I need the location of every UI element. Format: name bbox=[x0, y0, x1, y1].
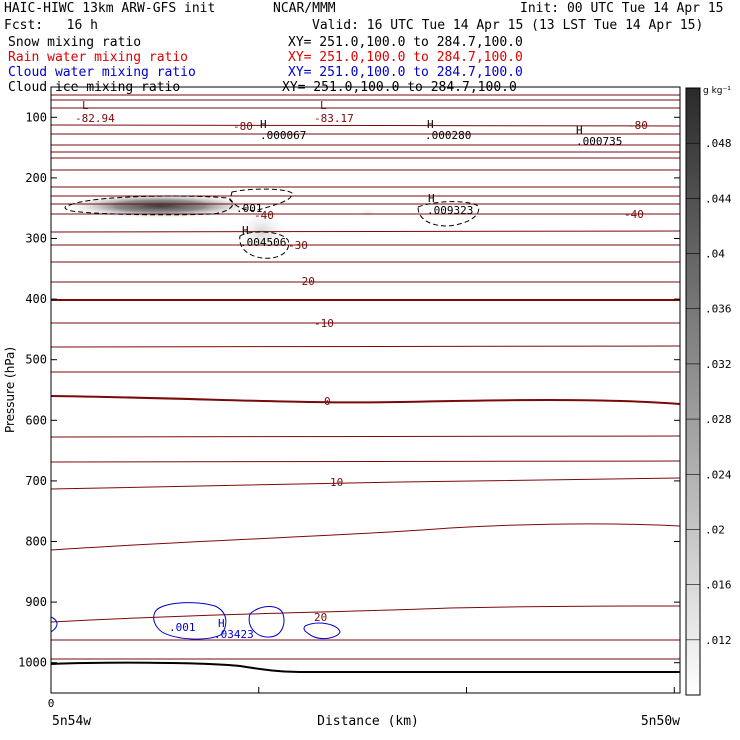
snow-shading bbox=[60, 193, 378, 256]
high-marker: H bbox=[218, 617, 225, 630]
x-left-endpoint: 5n54w bbox=[52, 714, 91, 729]
y-tick-label: 100 bbox=[25, 110, 47, 124]
legend-snow-label: Snow mixing ratio bbox=[8, 35, 142, 50]
colorbar-tick-label: .028 bbox=[705, 413, 732, 426]
high-value: .004506 bbox=[240, 236, 286, 249]
high-marker: H bbox=[427, 118, 434, 131]
x-right-endpoint: 5n50w bbox=[641, 714, 680, 729]
legend-snow-xy: XY= 251.0,100.0 to 284.7,100.0 bbox=[288, 35, 523, 50]
y-tick-label: 900 bbox=[25, 595, 47, 609]
low-value: -83.17 bbox=[314, 112, 354, 125]
high-marker: H bbox=[576, 124, 583, 137]
plot-frame bbox=[50, 86, 681, 694]
temp-contour bbox=[50, 605, 681, 623]
y-tick-label: 200 bbox=[25, 171, 47, 185]
temp-label: 0 bbox=[324, 395, 331, 408]
cloud-water-contour bbox=[303, 622, 341, 640]
colorbar-tick-label: .036 bbox=[705, 303, 732, 316]
org-label: NCAR/MMM bbox=[273, 1, 336, 16]
temp-label: -10 bbox=[314, 317, 334, 330]
colorbar-tick-label: .04 bbox=[705, 248, 725, 261]
temperature-contours bbox=[50, 94, 681, 660]
temp-contour bbox=[50, 395, 681, 405]
y-tick-label: 600 bbox=[25, 413, 47, 427]
cloud-water-contours bbox=[50, 602, 341, 640]
high-marker: H bbox=[428, 192, 435, 205]
valid-label: Valid: 16 UTC Tue 14 Apr 15 (13 LST Tue … bbox=[312, 18, 704, 33]
snow-contour-label: .001 bbox=[236, 202, 263, 215]
temp-label: -30 bbox=[288, 239, 308, 252]
snow-contour bbox=[229, 188, 293, 211]
terrain-line bbox=[50, 661, 680, 673]
extrema-labels: L -82.94 L -83.17 H .000067 H .000280 H … bbox=[75, 99, 622, 641]
contour-value-labels: -80 -80 -40 -40 -30 -20 -10 0 10 20 bbox=[233, 119, 648, 624]
snow-contours bbox=[64, 188, 480, 259]
colorbar-ramp bbox=[685, 87, 701, 696]
x-axis: 0 bbox=[48, 687, 675, 710]
legend-cloudwater-xy: XY= 251.0,100.0 to 284.7,100.0 bbox=[288, 65, 523, 80]
fcst-label: Fcst: 16 h bbox=[4, 18, 98, 33]
low-marker: L bbox=[82, 99, 89, 112]
colorbar: g kg⁻¹ .012 .016 .02 .024 .028 .032 .036 .04 .04… bbox=[685, 86, 732, 696]
high-value: .000735 bbox=[576, 135, 622, 148]
high-value: .000067 bbox=[260, 129, 306, 142]
cloud-water-contour-label: .001 bbox=[169, 621, 196, 634]
cloud-water-contour bbox=[153, 602, 227, 640]
colorbar-tick-label: .032 bbox=[705, 358, 732, 371]
temp-label: -20 bbox=[295, 275, 315, 288]
snow-contour bbox=[417, 201, 480, 227]
high-marker: H bbox=[260, 118, 267, 131]
legend-rain-xy: XY= 251.0,100.0 to 284.7,100.0 bbox=[288, 50, 523, 65]
temp-contour bbox=[50, 345, 681, 348]
colorbar-tick-label: .012 bbox=[705, 634, 732, 647]
temp-contour bbox=[50, 124, 681, 127]
y-tick-label: 700 bbox=[25, 474, 47, 488]
high-marker: H bbox=[242, 224, 249, 237]
temp-contour bbox=[50, 230, 681, 233]
y-tick-label: 1000 bbox=[18, 656, 47, 670]
temp-contour bbox=[50, 523, 681, 551]
colorbar-tick-label: .044 bbox=[705, 192, 732, 205]
temp-label: -40 bbox=[254, 209, 274, 222]
y-tick-label: 800 bbox=[25, 535, 47, 549]
y-axis-title: Pressure (hPa) bbox=[3, 347, 17, 433]
temp-label: 20 bbox=[314, 611, 327, 624]
temp-label: -40 bbox=[624, 208, 644, 221]
colorbar-tick-label: .024 bbox=[705, 468, 732, 481]
y-tick-label: 400 bbox=[25, 292, 47, 306]
temp-label: -80 bbox=[233, 120, 253, 133]
legend-cloudwater-label: Cloud water mixing ratio bbox=[8, 65, 196, 80]
temp-contour bbox=[50, 435, 681, 438]
model-title: HAIC-HIWC 13km ARW-GFS init bbox=[4, 1, 216, 16]
legend-rain-label: Rain water mixing ratio bbox=[8, 50, 189, 65]
high-value: .009323 bbox=[427, 204, 473, 217]
high-value: .03423 bbox=[214, 628, 254, 641]
cloud-water-contour bbox=[50, 616, 58, 633]
colorbar-unit: g kg⁻¹ bbox=[703, 86, 731, 96]
temp-contour bbox=[50, 460, 681, 463]
cloud-water-contour bbox=[248, 606, 285, 638]
init-label: Init: 00 UTC Tue 14 Apr 15 bbox=[520, 1, 724, 16]
snow-core bbox=[60, 193, 260, 219]
low-value: -82.94 bbox=[75, 112, 115, 125]
temp-label: -80 bbox=[628, 119, 648, 132]
y-tick-label: 300 bbox=[25, 232, 47, 246]
temp-label: 10 bbox=[330, 476, 343, 489]
high-value: .000280 bbox=[425, 129, 471, 142]
colorbar-tick-label: .016 bbox=[705, 579, 732, 592]
x-tick-label: 0 bbox=[48, 697, 55, 710]
x-axis-title: Distance (km) bbox=[317, 714, 419, 729]
snow-fringe bbox=[358, 207, 378, 219]
y-tick-label: 500 bbox=[25, 353, 47, 367]
colorbar-tick-label: .02 bbox=[705, 523, 725, 536]
colorbar-tick-label: .048 bbox=[705, 137, 732, 150]
low-marker: L bbox=[320, 99, 327, 112]
temp-contour bbox=[50, 477, 681, 490]
snow-contour bbox=[239, 231, 290, 259]
